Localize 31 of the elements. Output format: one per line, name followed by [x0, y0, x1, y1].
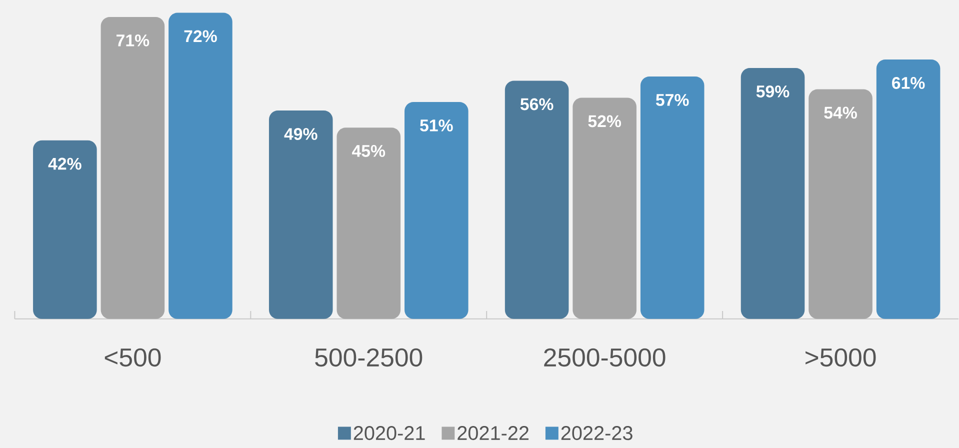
- data-label: 42%: [48, 158, 82, 170]
- data-label: 52%: [588, 115, 622, 127]
- bar: [168, 12, 232, 319]
- x-tick-label: >5000: [806, 348, 876, 366]
- bar: [100, 16, 165, 319]
- bar: [572, 98, 636, 319]
- data-label: 49%: [284, 128, 318, 140]
- legend-label: 2020-21: [354, 426, 425, 440]
- x-tick-label: 2500-5000: [544, 348, 666, 366]
- data-label: 59%: [756, 85, 790, 98]
- data-label: 61%: [892, 76, 925, 89]
- data-label: 45%: [352, 144, 386, 157]
- x-tick-label: 500-2500: [315, 348, 422, 366]
- bar: [740, 68, 805, 319]
- bar: [404, 102, 468, 319]
- bar: [876, 59, 940, 319]
- bar: [640, 76, 704, 319]
- bar: [268, 110, 333, 319]
- bar: [808, 89, 872, 319]
- legend-label: 2022-23: [561, 426, 632, 440]
- bar: [336, 127, 401, 319]
- legend-label: 2021-22: [458, 426, 529, 440]
- x-tick-label: <500: [104, 348, 161, 366]
- data-label: 71%: [116, 34, 150, 46]
- data-label: 54%: [824, 106, 857, 118]
- data-label: 51%: [420, 119, 453, 132]
- bar: [33, 140, 97, 319]
- bar: [504, 80, 569, 319]
- data-label: 72%: [184, 30, 217, 42]
- data-label: 57%: [656, 94, 689, 106]
- data-label: 56%: [520, 98, 554, 110]
